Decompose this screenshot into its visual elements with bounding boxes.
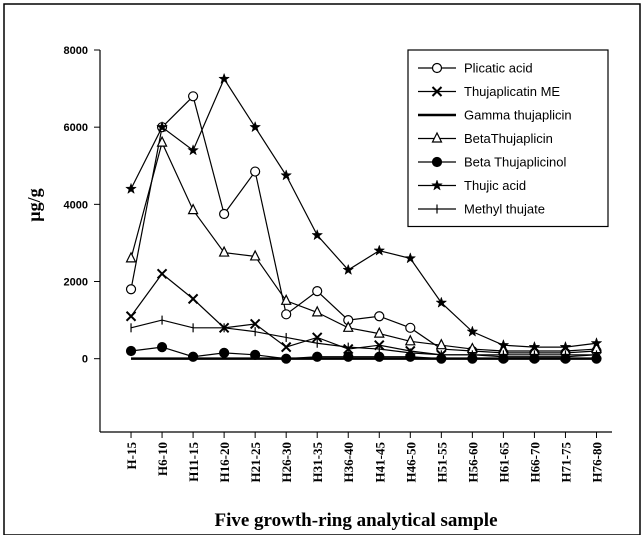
marker bbox=[250, 166, 261, 177]
legend-label: Thujaplicatin ME bbox=[464, 84, 560, 99]
legend-label: Gamma thujaplicin bbox=[464, 108, 572, 123]
legend-label: Beta Thujaplicinol bbox=[464, 155, 566, 170]
series-line bbox=[130, 272, 597, 358]
legend-label: Thujic acid bbox=[464, 178, 526, 193]
x-tick-label: H76-80 bbox=[589, 442, 604, 482]
marker bbox=[187, 144, 200, 156]
marker bbox=[431, 156, 443, 168]
marker bbox=[249, 318, 261, 330]
marker bbox=[218, 72, 231, 85]
series-line bbox=[130, 346, 597, 360]
y-tick-label: 0 bbox=[82, 354, 88, 366]
marker bbox=[280, 341, 292, 353]
x-tick-label: H-15 bbox=[124, 442, 139, 470]
y-tick-label: 8000 bbox=[64, 45, 88, 57]
marker bbox=[431, 86, 443, 97]
y-tick-label: 4000 bbox=[64, 199, 88, 211]
marker bbox=[431, 131, 443, 143]
y-axis-label: µg/g bbox=[24, 188, 44, 221]
x-tick-label: H21-25 bbox=[248, 442, 263, 483]
x-tick-label: H41-45 bbox=[372, 442, 387, 483]
series-line bbox=[130, 77, 597, 348]
marker bbox=[342, 320, 354, 332]
marker bbox=[405, 322, 416, 333]
x-tick-label: H51-55 bbox=[434, 442, 449, 483]
marker bbox=[312, 332, 323, 343]
marker bbox=[431, 62, 443, 74]
marker bbox=[125, 182, 137, 194]
marker bbox=[312, 351, 323, 362]
marker bbox=[312, 286, 323, 297]
marker bbox=[343, 351, 354, 362]
marker bbox=[219, 347, 230, 358]
marker bbox=[590, 336, 603, 349]
marker bbox=[404, 252, 417, 264]
marker bbox=[342, 263, 355, 276]
series-line bbox=[130, 319, 597, 356]
marker bbox=[280, 169, 293, 181]
marker bbox=[249, 249, 261, 261]
x-tick-label: H6-10 bbox=[155, 442, 170, 476]
marker bbox=[374, 351, 385, 362]
x-axis-label: Five growth-ring analytical sample bbox=[214, 510, 497, 531]
legend-label: Plicatic acid bbox=[464, 61, 533, 76]
marker bbox=[466, 325, 479, 337]
marker bbox=[374, 311, 385, 322]
marker bbox=[218, 245, 230, 257]
x-tick-label: H71-75 bbox=[558, 442, 573, 483]
marker bbox=[311, 305, 323, 317]
marker bbox=[435, 338, 447, 350]
marker bbox=[125, 345, 137, 357]
marker bbox=[497, 338, 510, 351]
marker bbox=[156, 135, 168, 147]
x-tick-label: H61-65 bbox=[496, 442, 511, 483]
marker bbox=[280, 293, 292, 305]
marker bbox=[125, 251, 137, 263]
marker bbox=[156, 268, 168, 280]
marker bbox=[125, 311, 137, 322]
marker bbox=[559, 340, 572, 353]
y-tick-label: 6000 bbox=[64, 122, 88, 134]
marker bbox=[373, 244, 386, 256]
marker bbox=[281, 309, 292, 320]
legend-label: Methyl thujate bbox=[464, 202, 545, 217]
x-tick-label: H46-50 bbox=[403, 442, 418, 482]
x-tick-label: H66-70 bbox=[527, 442, 542, 482]
y-tick-label: 2000 bbox=[64, 277, 88, 289]
marker bbox=[528, 340, 541, 353]
marker bbox=[435, 296, 448, 308]
marker bbox=[125, 284, 137, 295]
series-line bbox=[130, 95, 597, 354]
marker bbox=[219, 208, 230, 220]
marker bbox=[156, 120, 169, 133]
marker bbox=[373, 326, 385, 338]
marker bbox=[187, 91, 199, 102]
x-tick-label: H56-60 bbox=[465, 442, 480, 482]
marker bbox=[249, 120, 262, 133]
x-tick-label: H26-30 bbox=[279, 442, 294, 482]
series-line bbox=[130, 140, 597, 352]
legend-label: BetaThujaplicin bbox=[464, 131, 553, 146]
marker bbox=[281, 353, 292, 364]
marker bbox=[311, 228, 324, 241]
marker bbox=[187, 203, 199, 215]
x-tick-label: H16-20 bbox=[217, 442, 232, 482]
x-tick-label: H11-15 bbox=[186, 442, 201, 482]
marker bbox=[187, 293, 199, 305]
marker bbox=[250, 349, 261, 360]
marker bbox=[187, 351, 199, 362]
x-tick-label: H31-35 bbox=[310, 442, 325, 483]
x-tick-label: H36-40 bbox=[341, 442, 356, 482]
marker bbox=[404, 334, 416, 346]
marker bbox=[431, 179, 443, 191]
marker bbox=[156, 342, 168, 353]
frame bbox=[3, 3, 641, 535]
